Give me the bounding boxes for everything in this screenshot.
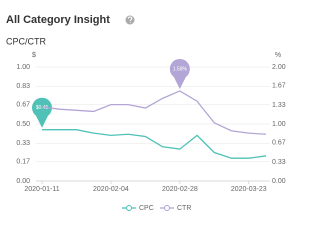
page-title: All Category Insight xyxy=(6,14,110,26)
y-tick-label: 0.33 xyxy=(16,140,30,147)
x-tick-label: 2020-02-04 xyxy=(93,186,129,193)
y-tick-label: 1.00 xyxy=(16,64,30,71)
series-line xyxy=(42,129,267,159)
y-tick-label: 0.17 xyxy=(16,158,30,165)
y-tick-label: 0.00 xyxy=(16,178,30,185)
y-unit: $ xyxy=(32,52,36,59)
x-tick-label: 2020-02-28 xyxy=(162,186,198,193)
y2-unit: % xyxy=(275,52,281,59)
series-line xyxy=(41,90,267,135)
help-icon-glyph xyxy=(127,16,133,23)
y2-tick-label: 0.67 xyxy=(272,140,286,147)
y2-tick-label: 1.00 xyxy=(272,121,286,128)
legend-label: CTR xyxy=(177,205,191,212)
x-tick-label: 2020-01-11 xyxy=(24,186,59,193)
tooltip-label: $0.45 xyxy=(36,105,49,111)
y-tick-label: 0.83 xyxy=(16,83,30,90)
y2-tick-label: 1.67 xyxy=(272,83,286,90)
legend-marker xyxy=(164,205,170,211)
chart: All Category Insight CPC/CTR $ % 0.00 0.1… xyxy=(6,14,286,212)
legend-label: CPC xyxy=(139,205,154,212)
chart-title: CPC/CTR xyxy=(6,36,46,46)
tooltip-pin: $0.45 xyxy=(32,97,53,128)
y2-tick-label: 2.00 xyxy=(272,64,286,71)
tooltip-pin-shape xyxy=(169,58,190,89)
legend-marker xyxy=(126,205,132,211)
tooltip-pin-shape xyxy=(32,97,53,128)
legend-item[interactable]: CTR xyxy=(160,205,191,212)
y-tick-label: 0.50 xyxy=(16,121,30,128)
legend-item[interactable]: CPC xyxy=(122,205,154,212)
tooltip-pin: 1.58% xyxy=(169,58,190,89)
tooltip-label: 1.58% xyxy=(173,66,188,72)
help-icon[interactable] xyxy=(125,15,135,25)
y2-tick-label: 0.33 xyxy=(272,159,286,166)
y-tick-label: 0.67 xyxy=(16,101,30,108)
x-tick-label: 2020-03-23 xyxy=(231,186,267,193)
y2-tick-label: 1.33 xyxy=(272,102,286,109)
y2-tick-label: 0.00 xyxy=(272,178,286,185)
